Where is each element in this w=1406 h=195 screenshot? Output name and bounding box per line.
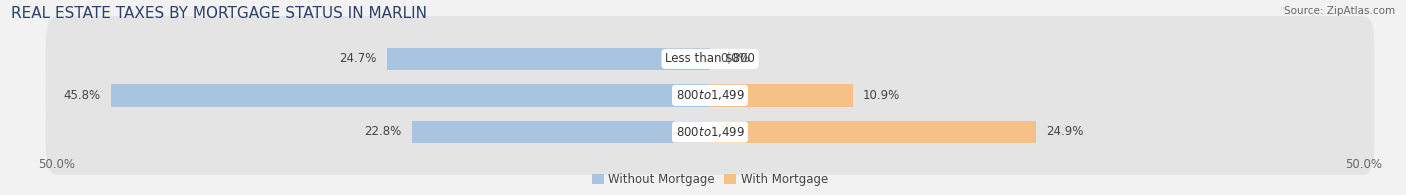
Bar: [387, 48, 710, 70]
Bar: [111, 84, 710, 107]
Text: 24.9%: 24.9%: [1046, 126, 1084, 138]
Text: 45.8%: 45.8%: [63, 89, 101, 102]
FancyBboxPatch shape: [46, 53, 1374, 138]
Text: Less than $800: Less than $800: [665, 52, 755, 65]
Text: Source: ZipAtlas.com: Source: ZipAtlas.com: [1284, 6, 1395, 16]
Text: 24.7%: 24.7%: [339, 52, 377, 65]
Legend: Without Mortgage, With Mortgage: Without Mortgage, With Mortgage: [588, 168, 832, 191]
Text: $800 to $1,499: $800 to $1,499: [675, 88, 745, 102]
Bar: [710, 84, 852, 107]
Text: 22.8%: 22.8%: [364, 126, 402, 138]
Text: $800 to $1,499: $800 to $1,499: [675, 125, 745, 139]
Bar: [710, 121, 1036, 143]
FancyBboxPatch shape: [46, 16, 1374, 102]
Text: 0.0%: 0.0%: [720, 52, 751, 65]
Text: 10.9%: 10.9%: [863, 89, 900, 102]
Bar: [412, 121, 710, 143]
FancyBboxPatch shape: [46, 89, 1374, 175]
Text: REAL ESTATE TAXES BY MORTGAGE STATUS IN MARLIN: REAL ESTATE TAXES BY MORTGAGE STATUS IN …: [11, 6, 427, 21]
